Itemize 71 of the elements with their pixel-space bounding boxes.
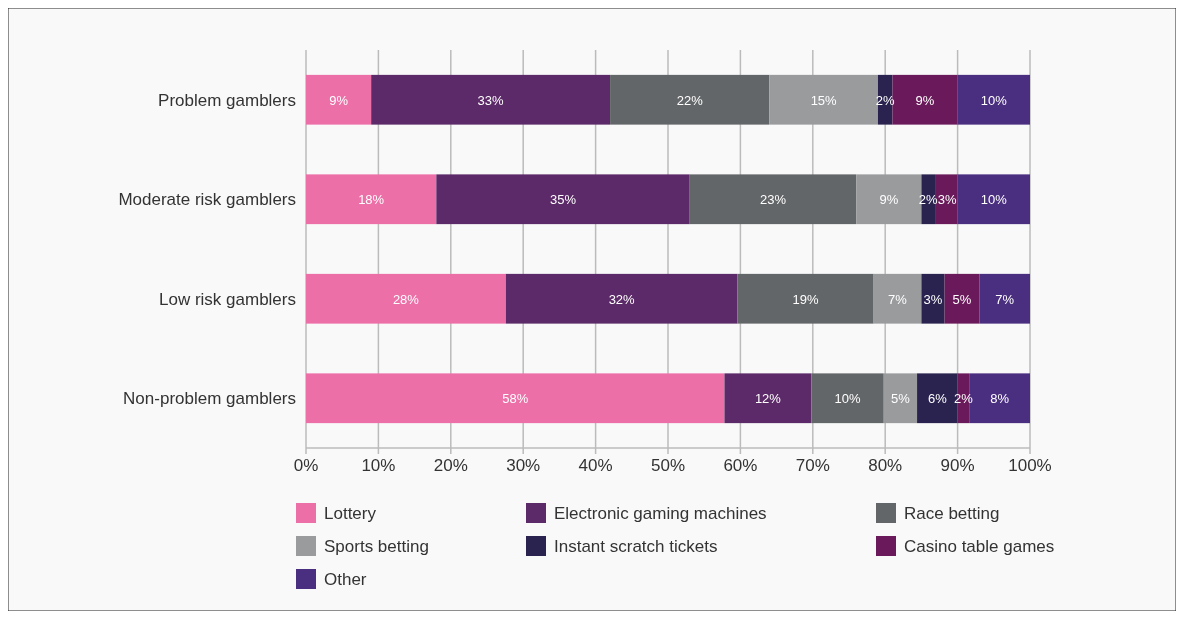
data-label: 10%: [980, 92, 1008, 108]
y-tick-label: Moderate risk gamblers: [118, 190, 296, 210]
x-tick-label: 100%: [1008, 456, 1052, 475]
bar: [689, 174, 857, 225]
data-label: 35%: [550, 192, 577, 208]
x-tick-label: 0%: [293, 456, 319, 475]
bar: [306, 174, 437, 225]
x-tick-label: 40%: [578, 456, 613, 475]
y-tick-label: Low risk gamblers: [159, 289, 296, 309]
data-label: 5%: [952, 291, 972, 307]
x-tick-label: 70%: [795, 456, 830, 475]
bar: [811, 373, 884, 424]
data-label: 32%: [608, 291, 636, 307]
data-label: 2%: [918, 192, 938, 208]
data-label: 6%: [927, 391, 948, 407]
bar: [892, 74, 958, 125]
bar: [724, 373, 812, 424]
bar: [436, 174, 690, 225]
data-label: 18%: [358, 192, 385, 208]
bar: [957, 74, 1030, 125]
data-label: 15%: [810, 92, 838, 108]
x-tick-label: 20%: [433, 456, 468, 475]
data-label: 3%: [923, 291, 943, 307]
data-label: 58%: [502, 391, 529, 407]
bar: [610, 74, 770, 125]
data-label: 2%: [953, 391, 974, 407]
data-label: 5%: [891, 391, 911, 407]
legend-label: Race betting: [904, 504, 1000, 523]
bar: [769, 74, 878, 125]
legend-label: Other: [324, 570, 367, 589]
bar: [979, 273, 1030, 324]
x-tick-label: 30%: [506, 456, 541, 475]
bar: [737, 273, 874, 324]
bar: [306, 74, 372, 125]
legend-label: Electronic gaming machines: [554, 504, 767, 523]
bar: [306, 273, 506, 324]
data-label: 9%: [879, 192, 899, 208]
legend-label: Sports betting: [324, 537, 429, 556]
data-label: 9%: [329, 92, 349, 108]
data-label: 7%: [888, 291, 908, 307]
x-tick-label: 10%: [361, 456, 396, 475]
data-label: 22%: [676, 92, 704, 108]
data-label: 10%: [980, 192, 1008, 208]
data-label: 9%: [915, 92, 935, 108]
bar: [306, 373, 725, 424]
data-label: 3%: [937, 192, 958, 208]
bar: [883, 373, 918, 424]
data-label: 19%: [792, 291, 819, 307]
data-label: 33%: [477, 92, 505, 108]
bar: [957, 174, 1030, 225]
bar: [921, 273, 945, 324]
bar: [944, 273, 980, 324]
x-tick-label: 90%: [940, 456, 975, 475]
legend-label: Lottery: [324, 504, 377, 523]
x-tick-label: 80%: [868, 456, 903, 475]
bar: [505, 273, 738, 324]
data-label: 23%: [759, 192, 787, 208]
y-tick-label: Problem gamblers: [158, 90, 296, 110]
data-label: 2%: [875, 92, 896, 108]
x-tick-label: 60%: [723, 456, 758, 475]
x-tick-label: 50%: [650, 456, 686, 475]
bar: [371, 74, 611, 125]
data-label: 12%: [754, 391, 782, 407]
data-label: 28%: [392, 291, 420, 307]
data-label: 10%: [834, 391, 861, 407]
data-label: 7%: [995, 291, 1015, 307]
legend-label: Casino table games: [904, 537, 1055, 556]
legend-label: Instant scratch tickets: [554, 537, 718, 556]
bar: [873, 273, 922, 324]
y-tick-label: Non-problem gamblers: [123, 389, 296, 409]
data-label: 8%: [990, 391, 1010, 407]
